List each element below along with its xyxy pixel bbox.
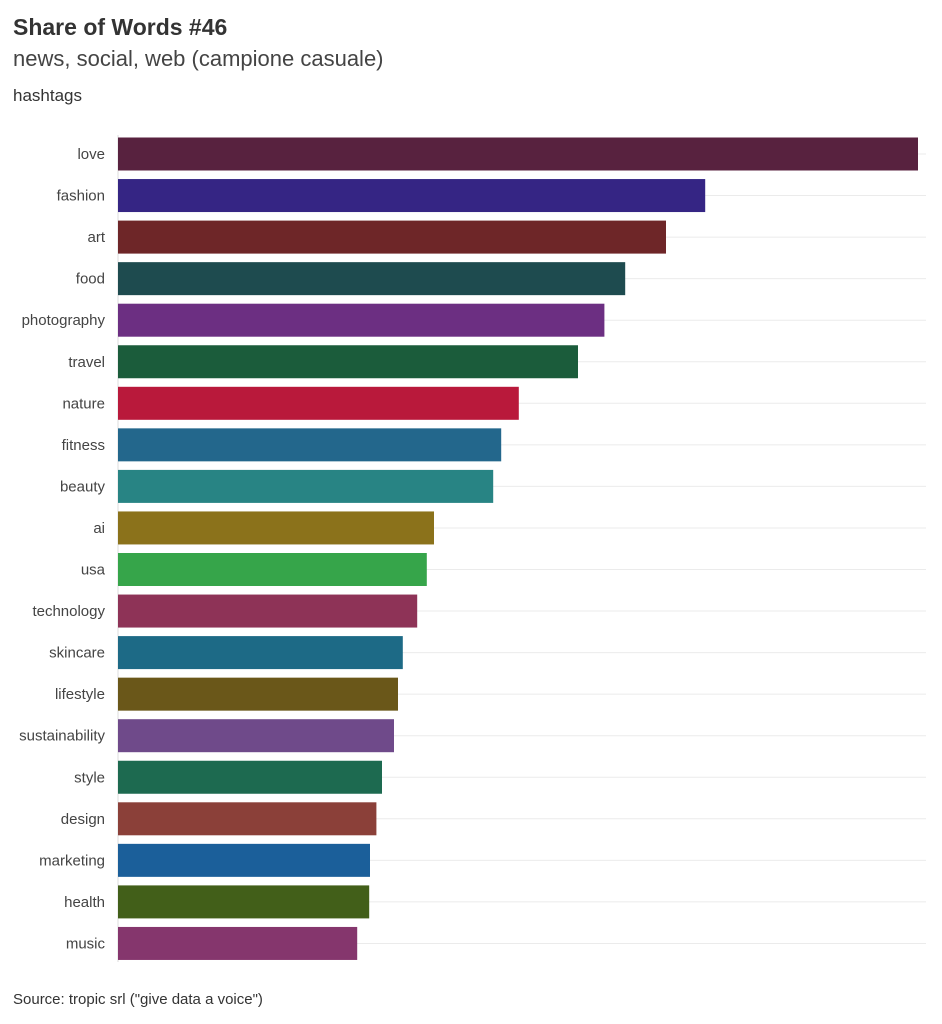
- bar-fashion: [118, 179, 706, 213]
- bar-art: [118, 220, 666, 254]
- y-tick-label: usa: [81, 562, 106, 579]
- y-tick-label: art: [87, 229, 105, 246]
- y-tick-label: fashion: [57, 188, 105, 205]
- y-tick-label: health: [64, 894, 105, 911]
- chart-source: Source: tropic srl ("give data a voice"): [13, 991, 263, 1008]
- chart-subtitle: news, social, web (campione casuale): [13, 46, 384, 71]
- y-tick-label: love: [77, 146, 105, 163]
- bar-ai: [118, 511, 434, 545]
- y-tick-label: ai: [93, 520, 105, 537]
- y-tick-label: skincare: [49, 645, 105, 662]
- bar-skincare: [118, 636, 403, 670]
- bar-nature: [118, 386, 519, 420]
- bar-technology: [118, 594, 418, 628]
- y-tick-label: fitness: [62, 437, 105, 454]
- bar-photography: [118, 303, 605, 337]
- y-tick-label: travel: [68, 354, 105, 371]
- y-tick-label: beauty: [60, 478, 106, 495]
- bar-food: [118, 262, 626, 296]
- y-tick-label: food: [76, 271, 105, 288]
- bar-design: [118, 802, 377, 836]
- bar-lifestyle: [118, 677, 398, 711]
- bar-love: [118, 137, 918, 171]
- bar-travel: [118, 345, 578, 379]
- y-tick-label: nature: [62, 395, 105, 412]
- bar-marketing: [118, 843, 370, 877]
- bar-beauty: [118, 469, 494, 503]
- y-tick-label: sustainability: [19, 728, 105, 745]
- bar-fitness: [118, 428, 502, 462]
- bar-usa: [118, 553, 427, 586]
- bar-music: [118, 926, 358, 960]
- bar-health: [118, 885, 370, 919]
- bar-style: [118, 760, 382, 794]
- y-tick-label: style: [74, 769, 105, 786]
- y-tick-label: lifestyle: [55, 686, 105, 703]
- y-tick-label: technology: [32, 603, 105, 620]
- y-tick-label: marketing: [39, 852, 105, 869]
- y-tick-label: music: [66, 935, 106, 952]
- chart-title: Share of Words #46: [13, 14, 228, 40]
- y-axis-label: hashtags: [13, 86, 82, 105]
- y-tick-label: design: [61, 811, 105, 828]
- y-tick-label: photography: [22, 312, 106, 329]
- bar-sustainability: [118, 719, 394, 753]
